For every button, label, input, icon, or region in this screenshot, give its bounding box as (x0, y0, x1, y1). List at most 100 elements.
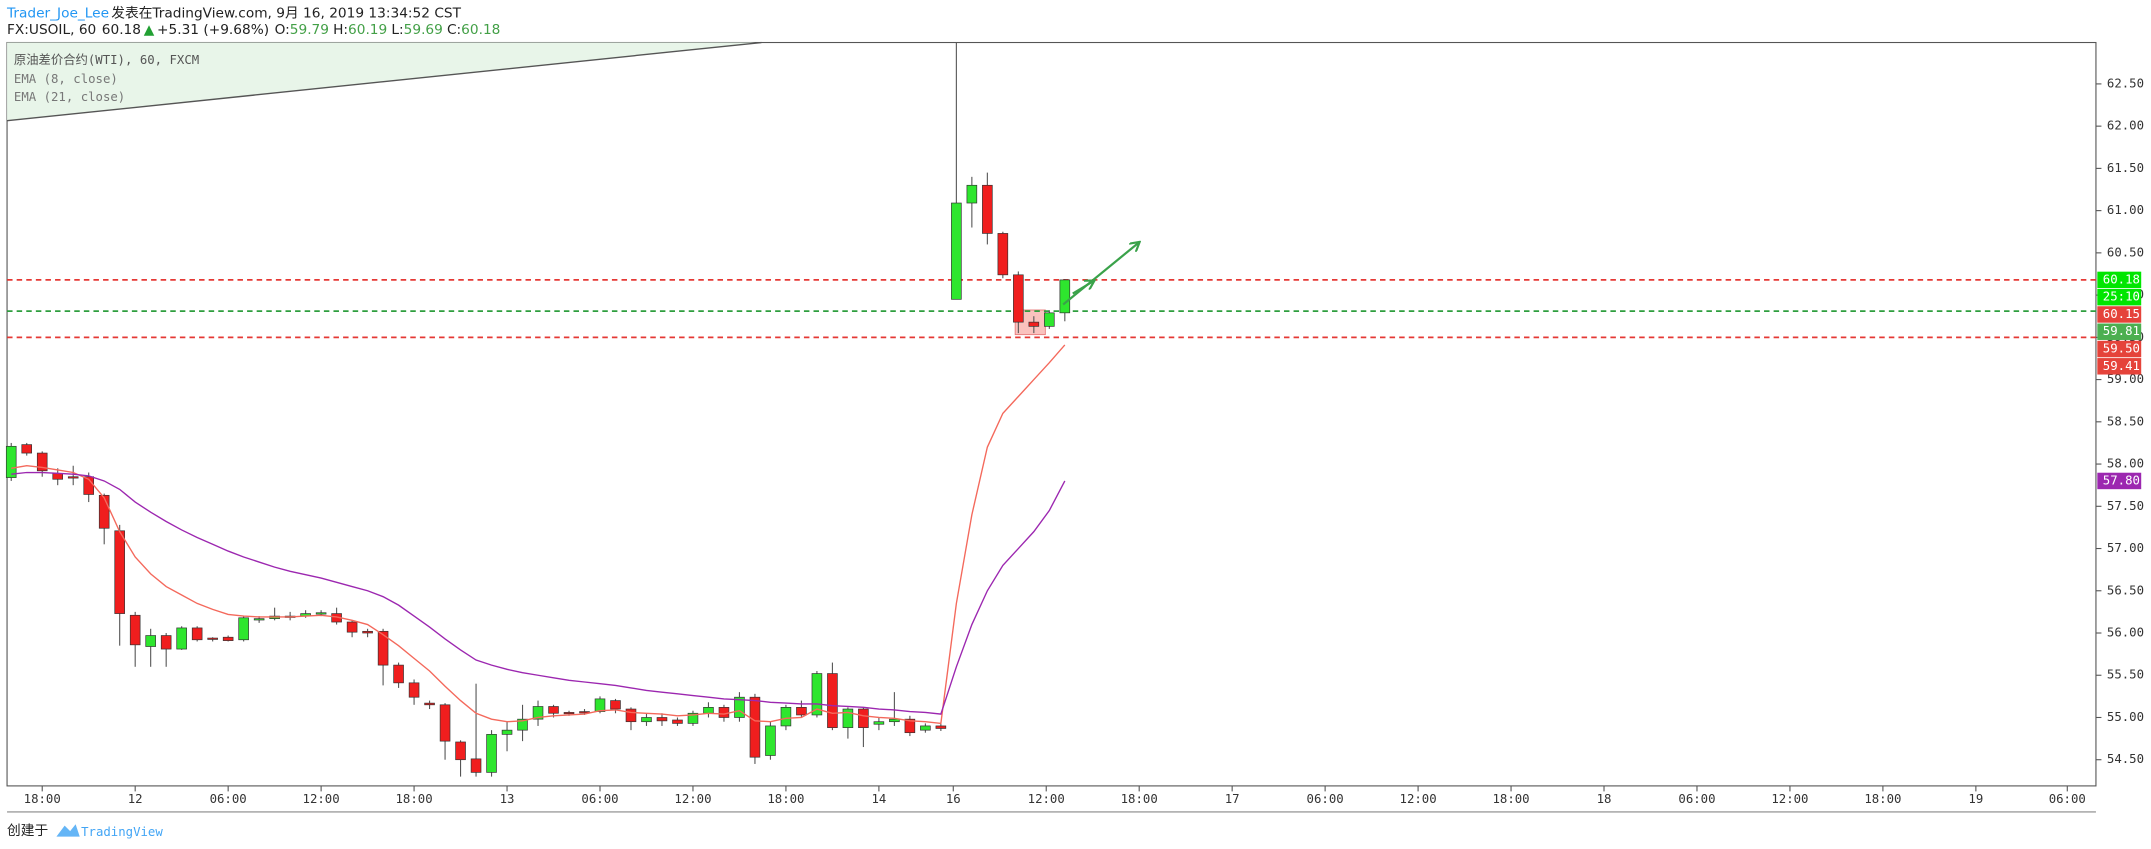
y-tick-label: 56.00 (2107, 626, 2144, 640)
arrow (1062, 243, 1138, 306)
candle-body (935, 725, 947, 729)
x-tick-label: 06:00 (581, 792, 618, 806)
x-tick-label: 18:00 (1492, 792, 1529, 806)
x-tick-label: 18 (1597, 792, 1612, 806)
price-label-bg (2097, 358, 2142, 375)
candle-body (997, 233, 1009, 276)
candle-body (610, 700, 621, 710)
candle-body (160, 635, 172, 650)
ema-line (11, 471, 1066, 715)
ohlc-key: O: (275, 22, 290, 38)
candle-body (145, 635, 156, 647)
ohlc-value: 60.19 (348, 22, 387, 38)
candle-body (579, 711, 590, 714)
candle-body (129, 614, 141, 646)
brand-logo (56, 824, 80, 837)
x-tick-label: 12:00 (1028, 792, 1065, 806)
price-label-bg (2097, 306, 2142, 323)
plot (5, 42, 2096, 777)
candle-body (424, 702, 435, 706)
candle-body (749, 696, 761, 758)
candle-body (191, 627, 203, 641)
x-tick-label: 18:00 (767, 792, 804, 806)
candle-body (408, 682, 420, 698)
candle-body (796, 707, 807, 716)
ema-line (11, 344, 1066, 725)
x-tick-label: 12:00 (1771, 792, 1808, 806)
candle-body (114, 530, 125, 614)
candle-body (1013, 274, 1024, 323)
candle-body (362, 630, 373, 634)
candle-body (439, 704, 451, 742)
candle-body (966, 184, 978, 204)
x-tick-label: 06:00 (1307, 792, 1344, 806)
change: +5.31 (+9.68%) (157, 22, 269, 38)
change-arrow: ▲ (144, 22, 155, 38)
candle-body (393, 664, 404, 684)
candle-body (625, 708, 637, 723)
candle-body (811, 673, 823, 716)
candle-body (98, 494, 110, 529)
ohlc-key: C: (447, 22, 461, 38)
plot-frame (6, 41, 2097, 787)
y-tick-label: 57.00 (2107, 541, 2144, 555)
y-tick-label: 54.50 (2107, 752, 2144, 766)
price-label: 59.41 (2103, 359, 2140, 373)
candle-body (765, 725, 776, 756)
candle-body (517, 718, 528, 731)
price-label-bg (2097, 323, 2142, 340)
price-label: 57.80 (2103, 473, 2140, 487)
candle-body (780, 707, 792, 727)
candle-body (222, 636, 234, 641)
ohlc-value: 59.69 (404, 22, 443, 38)
candle-body (21, 444, 33, 454)
candle-body (982, 184, 993, 234)
candle-body (594, 698, 606, 712)
candle-body (176, 627, 187, 650)
last-price: 60.18 (102, 22, 141, 38)
candle-body (873, 721, 885, 725)
x-tick-label: 18:00 (1121, 792, 1158, 806)
x-tick-label: 06:00 (210, 792, 247, 806)
y-tick-label: 62.50 (2107, 76, 2144, 90)
candle-body (827, 673, 838, 728)
footer-brand[interactable]: TradingView (81, 825, 163, 839)
footer-created: 创建于 (7, 823, 48, 839)
candle-body (486, 734, 497, 773)
candle-body (718, 707, 730, 718)
x-tick-label: 12:00 (303, 792, 340, 806)
trend-line (6, 41, 762, 122)
ohlc-key: H: (333, 22, 348, 38)
x-tick-label: 12:00 (674, 792, 711, 806)
candle-body (951, 202, 962, 300)
x-tick-label: 06:00 (2049, 792, 2086, 806)
symbol: FX:USOIL, 60 (7, 22, 96, 38)
price-label-bg (2097, 271, 2142, 289)
ohlc-value: 59.79 (290, 22, 329, 38)
price-label: 60.18 (2103, 272, 2140, 286)
price-label: 60.15 (2103, 307, 2140, 321)
candle-body (346, 621, 358, 633)
x-tick-label: 06:00 (1678, 792, 1715, 806)
candle-body (842, 708, 854, 728)
candle-body (904, 718, 916, 734)
candle-body (703, 707, 714, 714)
candle-body (36, 452, 48, 472)
candle-body (5, 445, 17, 478)
price-label-bg (2097, 472, 2142, 490)
published: 发表在TradingView.com, 9月 16, 2019 13:34:52… (111, 6, 461, 22)
legend-entry: EMA (8, close) (14, 72, 118, 86)
x-tick-label: 17 (1225, 792, 1240, 806)
legend-title: 原油差价合约(WTI), 60, FXCM (14, 52, 199, 67)
candle-body (1028, 321, 1040, 327)
candle-body (52, 473, 63, 480)
author[interactable]: Trader_Joe_Lee (6, 6, 109, 22)
candle-body (238, 617, 249, 641)
candle-body (253, 618, 265, 621)
candle-body (548, 706, 559, 714)
candle-body (470, 758, 482, 773)
ohlc-key: L: (391, 22, 403, 38)
candle-body (641, 717, 652, 723)
